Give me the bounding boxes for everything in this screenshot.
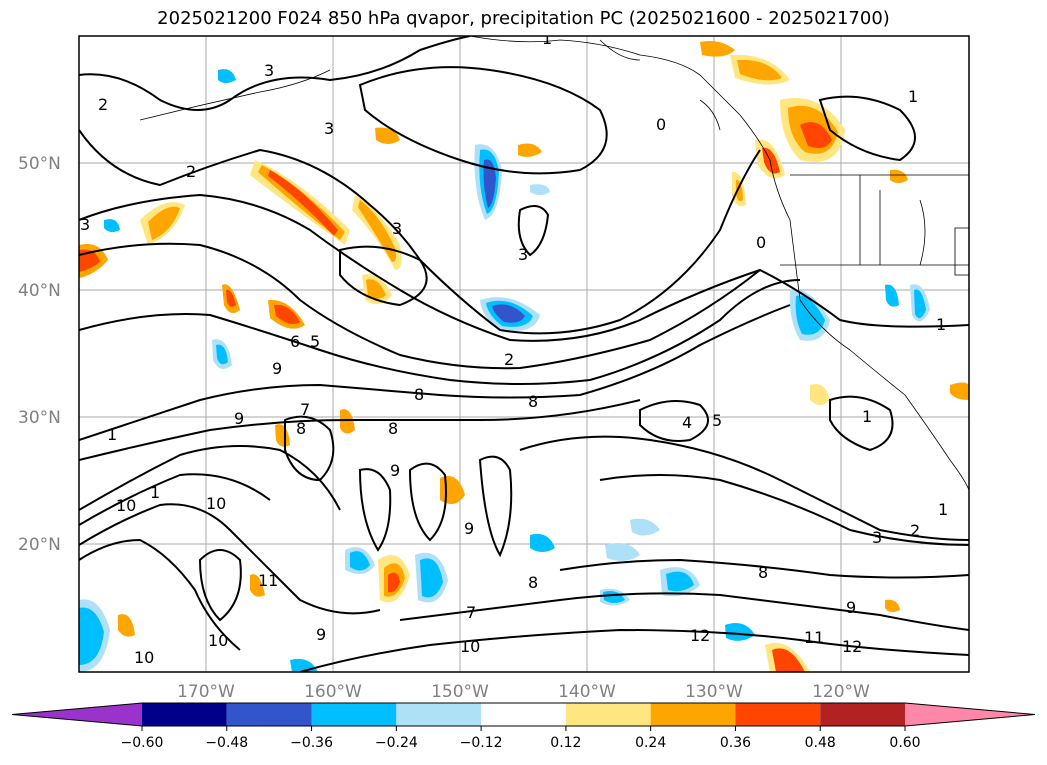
contour-label: 5 [310,332,320,351]
colorbar-tick-label: 0.24 [635,735,666,751]
colorbar-segment [650,703,736,726]
lon-label-170w: 170°W [177,682,235,702]
contour-label: 9 [390,461,400,480]
contour-label: 10 [208,631,228,650]
colorbar-segment [396,703,482,726]
latitude-labels: 50°N 40°N 30°N 20°N [18,154,61,555]
contour-label: 8 [414,385,424,404]
lat-label-30n: 30°N [18,408,61,428]
contour-label: 1 [936,315,946,334]
contour-label: 1 [107,425,117,444]
colorbar-extend-high [905,703,1035,726]
colorbar-tick-label: −0.60 [121,735,164,751]
contour-labels: 1 1 1 1 1 1 1 2 2 2 2 3 3 3 3 3 3 4 5 5 … [80,29,948,667]
contour-label: 9 [846,598,856,617]
colorbar-segment [565,703,651,726]
contour-label: 8 [388,419,398,438]
contour-label: 10 [116,496,136,515]
lon-label-120w: 120°W [812,682,870,702]
contour-label: 1 [150,483,160,502]
colorbar-tick-label: −0.48 [205,735,248,751]
contour-label: 9 [316,625,326,644]
contour-label: 2 [186,162,196,181]
contour-label: 10 [460,637,480,656]
contour-label: 11 [804,628,824,647]
contour-label: 1 [938,500,948,519]
colorbar-segment [226,703,312,726]
contour-label: 12 [690,626,710,645]
contour-label: 8 [528,573,538,592]
contour-label: 8 [296,419,306,438]
contour-label: 8 [528,392,538,411]
contour-label: 5 [712,411,722,430]
colorbar-tick-label: −0.36 [290,735,333,751]
map-title: 2025021200 F024 850 hPa qvapor, precipit… [157,8,890,29]
contour-label: 2 [910,521,920,540]
colorbar-segment [481,703,566,726]
colorbar-tick-label: −0.12 [460,735,503,751]
contour-label: 3 [392,219,402,238]
lat-label-40n: 40°N [18,281,61,301]
colorbar-extend-low [12,703,142,726]
contour-label: 10 [206,494,226,513]
contour-label: 7 [300,400,310,419]
contour-label: 10 [134,648,154,667]
contour-label: 3 [518,245,528,264]
contour-label: 12 [842,637,862,656]
colorbar-tick-label: −0.24 [375,735,418,751]
contour-label: 4 [682,413,692,432]
contour-label: 0 [656,115,666,134]
lon-label-130w: 130°W [685,682,743,702]
colorbar-segment [142,703,227,726]
contour-label: 3 [264,61,274,80]
coastlines [139,36,969,491]
contour-label: 6 [290,332,300,351]
colorbar-segment [311,703,397,726]
contour-label: 9 [234,409,244,428]
contour-label: 3 [80,215,90,234]
colorbar-tick-label: 0.12 [550,735,581,751]
lat-label-20n: 20°N [18,535,61,555]
lon-label-160w: 160°W [304,682,362,702]
contour-label: 2 [504,350,514,369]
longitude-labels: 170°W 160°W 150°W 140°W 130°W 120°W [177,682,870,702]
colorbar-tick-label: 0.36 [720,735,751,751]
colorbar-segment [735,703,821,726]
lon-label-140w: 140°W [558,682,616,702]
map-frame [78,35,970,673]
precip-negative [79,69,930,672]
contour-label: 1 [542,29,552,48]
contour-label: 0 [756,233,766,252]
colorbar: −0.60 −0.48 −0.36 −0.24 −0.12 0.12 0.24 0.36 0.4… [11,702,1036,751]
contour-label: 9 [272,359,282,378]
colorbar-segment [820,703,905,726]
qvapor-contours [79,36,969,672]
contour-label: 11 [258,571,278,590]
contour-label: 9 [464,519,474,538]
contour-label: 2 [98,95,108,114]
lon-label-150w: 150°W [431,682,489,702]
contour-label: 8 [758,563,768,582]
colorbar-tick-label: 0.48 [805,735,836,751]
contour-label: 3 [872,528,882,547]
lat-label-50n: 50°N [18,154,61,174]
colorbar-tick-label: 0.60 [889,735,920,751]
contour-label: 3 [324,119,334,138]
contour-label: 7 [466,603,476,622]
contour-label: 1 [908,87,918,106]
contour-label: 1 [862,407,872,426]
